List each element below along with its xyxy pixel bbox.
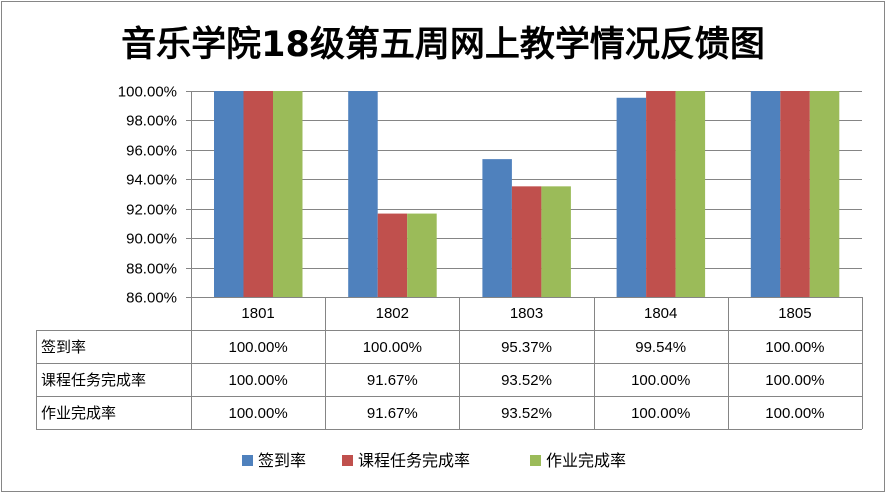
- bar-1802-3: [407, 213, 437, 297]
- table-row-label: 作业完成率: [41, 404, 116, 422]
- bar-1803-3: [541, 186, 571, 297]
- x-tick-label: 1801: [241, 305, 274, 322]
- table-cell-value: 100.00%: [228, 372, 287, 389]
- bar-1804-1: [616, 97, 647, 297]
- legend-swatch: [342, 455, 353, 466]
- x-tick-label: 1804: [644, 305, 677, 322]
- bar-1801-1: [214, 91, 244, 297]
- x-tick-label: 1805: [778, 305, 811, 322]
- table-cell-value: 91.67%: [367, 372, 418, 389]
- bar-1802-1: [348, 91, 378, 297]
- table-cell-value: 100.00%: [765, 339, 824, 356]
- bar-1801-2: [243, 91, 273, 297]
- y-tick-label: 98.00%: [126, 113, 177, 130]
- bar-1801-3: [273, 91, 303, 297]
- bar-1805-3: [809, 91, 840, 297]
- legend-label: 作业完成率: [546, 451, 626, 470]
- y-tick-label: 96.00%: [126, 143, 177, 160]
- table-cell-value: 100.00%: [228, 405, 287, 422]
- table-row-label: 课程任务完成率: [41, 371, 146, 389]
- legend-label: 课程任务完成率: [358, 451, 470, 470]
- data-table: 1801 1802 1803 1804 1805 签到率 100.00% 100.00% 95.…: [36, 297, 863, 430]
- table-row-label: 签到率: [41, 338, 86, 356]
- y-axis: 86.00% 88.00% 90.00% 92.00% 94.00% 96.00% 98.0…: [118, 84, 192, 307]
- table-cell-value: 100.00%: [363, 339, 422, 356]
- table-cell-value: 100.00%: [631, 405, 690, 422]
- x-tick-label: 1803: [510, 305, 543, 322]
- table-cell-value: 99.54%: [635, 339, 686, 356]
- y-tick-label: 100.00%: [118, 84, 177, 101]
- legend: 签到率 课程任务完成率 作业完成率: [242, 451, 626, 470]
- table-cell-value: 100.00%: [631, 372, 690, 389]
- x-tick-label: 1802: [376, 305, 409, 322]
- legend-swatch: [530, 455, 541, 466]
- bar-1804-2: [646, 91, 676, 297]
- y-tick-label: 90.00%: [126, 231, 177, 248]
- y-tick-label: 92.00%: [126, 202, 177, 219]
- bar-1805-1: [750, 91, 781, 297]
- table-cell-value: 91.67%: [367, 405, 418, 422]
- table-cell-value: 100.00%: [228, 339, 287, 356]
- table-cell-value: 93.52%: [501, 372, 552, 389]
- table-cell-value: 100.00%: [765, 372, 824, 389]
- bar-1805-2: [780, 91, 810, 297]
- table-cell-value: 100.00%: [765, 405, 824, 422]
- y-tick-label: 88.00%: [126, 261, 177, 278]
- table-cell-value: 95.37%: [501, 339, 552, 356]
- legend-label: 签到率: [258, 451, 306, 470]
- y-tick-label: 86.00%: [126, 290, 177, 307]
- y-tick-label: 94.00%: [126, 172, 177, 189]
- bar-1803-2: [511, 186, 542, 297]
- bars: [214, 91, 840, 297]
- bar-1802-2: [377, 213, 408, 297]
- table-cell-value: 93.52%: [501, 405, 552, 422]
- legend-swatch: [242, 455, 253, 466]
- bar-1803-1: [482, 159, 512, 297]
- bar-1804-3: [675, 91, 706, 297]
- chart-title: 音乐学院18级第五周网上教学情况反馈图: [121, 24, 765, 65]
